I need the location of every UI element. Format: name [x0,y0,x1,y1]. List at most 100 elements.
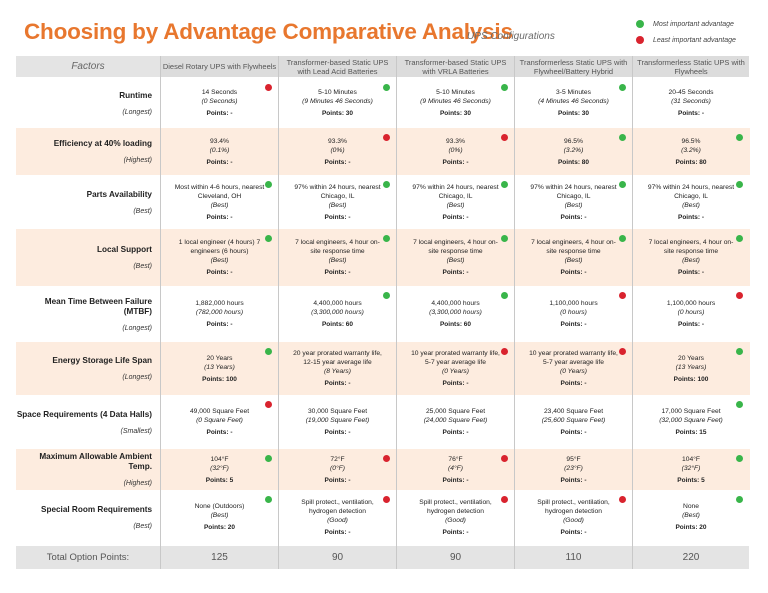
option-cell: 1,100,000 hours (0 hours) Points: - [633,286,749,342]
option-cell: Spill protect., ventilation, hydrogen de… [515,490,632,544]
factor-preference: (Longest) [122,324,152,332]
factor-cell: Parts Availability (Best) [16,175,152,229]
cell-value: 1,100,000 hours [666,300,716,307]
option-cell: 7 local engineers, 4 hour on-site respon… [397,229,514,286]
cell-advantage: (Best) [564,201,583,209]
cell-value: 95°F [566,455,581,463]
green-dot-icon [383,84,390,91]
cell-advantage: (0°F) [330,464,345,472]
cell-value: 93.4% [210,137,229,145]
red-dot-icon [636,36,644,44]
cell-value: 93.3% [446,137,465,145]
total-option-4: 110 [515,546,632,569]
total-option-3: 90 [397,546,514,569]
red-dot-icon [265,401,272,408]
cell-advantage: (3,300,000 hours) [429,309,482,316]
cell-points: Points: - [324,528,351,536]
table-row: Energy Storage Life Span (Longest) 20 Year… [16,342,750,395]
cell-advantage: (4 Minutes 46 Seconds) [538,98,609,105]
cell-points: Points: - [324,476,351,484]
cell-value: 1,882,000 hours [195,300,244,307]
cell-value: 7 local engineers, 4 hour on-site respon… [648,239,734,255]
option-cell: 17,000 Square Feet (32,000 Square Feet) Po… [633,395,749,449]
option-cell: 25,000 Square Feet (24,000 Square Feet) Po… [397,395,514,449]
option-cell: None (Outdoors) (Best) Points: 20 [161,490,278,544]
option-header-5: Transformerless Static UPS with Flywheel… [633,56,749,77]
column-divider [278,56,279,569]
cell-value: 30,000 Square Feet [307,408,368,415]
green-dot-icon [736,348,743,355]
cell-value: 97% within 24 hours, nearest Chicago, IL [412,183,499,200]
cell-advantage: (0%) [330,146,345,154]
cell-value: 7 local engineers, 4 hour on-site respon… [413,239,498,255]
green-dot-icon [265,496,272,503]
red-dot-icon [736,292,743,299]
cell-advantage: (9 Minutes 46 Seconds) [420,98,491,105]
legend-most-label: Most important advantage [653,20,734,28]
cell-points: Points: - [678,269,704,276]
option-cell: 95°F (23°F) Points: - [515,449,632,490]
cell-points: Points: 5 [677,476,705,484]
option-header-4: Transformerless Static UPS with Flywheel… [515,56,632,77]
option-cell: 7 local engineers, 4 hour on-site respon… [279,229,396,286]
green-dot-icon [501,181,508,188]
cell-points: Points: 100 [202,375,237,383]
page-title: Choosing by Advantage Comparative Analys… [24,19,513,44]
cell-value: 14 Seconds [201,89,238,96]
option-cell: 97% within 24 hours, nearest Chicago, IL… [515,175,632,229]
factor-preference: (Best) [133,207,152,215]
cell-value: 7 local engineers, 4 hour on-site respon… [531,239,616,255]
cell-value: 1 local engineer (4 hours) 7 engineers (… [178,239,261,255]
cell-points: Points: 20 [203,524,236,531]
factor-preference: (Longest) [122,374,152,381]
cell-points: Points: 5 [205,476,234,484]
column-divider [396,56,397,569]
cell-value: 49,000 Square Feet [189,408,250,415]
cell-value: Spill protect., ventilation, hydrogen de… [301,498,374,515]
factors-header: Factors [16,56,160,77]
option-cell: 10 year prorated warranty life, 5-7 year… [397,342,514,395]
option-header-3: Transformer-based Static UPS with VRLA B… [397,56,514,77]
factor-preference: (Longest) [122,108,152,116]
factor-cell: Efficiency at 40% loading (Highest) [16,128,152,175]
cell-points: Points: - [442,158,469,166]
cell-points: Points: - [560,269,587,276]
cell-advantage: (Best) [328,201,347,209]
option-cell: 30,000 Square Feet (19,000 Square Feet) Po… [279,395,396,449]
cell-points: Points: - [442,213,469,221]
green-dot-icon [619,235,626,242]
option-cell: Most within 4-6 hours, nearest Cleveland… [161,175,278,229]
cell-points: Points: - [206,321,233,328]
legend-least-label: Least important advantage [653,36,736,44]
cell-points: Points: 60 [439,321,472,328]
cell-value: 20-45 Seconds [668,89,714,96]
option-cell: 96.5% (3.2%) Points: 80 [633,128,749,175]
factor-preference: (Highest) [123,480,152,487]
option-cell: 4,400,000 hours (3,300,000 hours) Points: … [279,286,396,342]
option-cell: 1,882,000 hours (782,000 hours) Points: - [161,286,278,342]
cell-value: 3-5 Minutes [556,89,591,96]
cell-points: Points: - [206,213,233,221]
cell-advantage: (Best) [682,201,700,209]
cell-advantage: (Best) [682,257,700,264]
table-row: Space Requirements (4 Data Halls) (Smalle… [16,395,750,449]
cell-value: 23,400 Square Feet [543,408,604,415]
factor-cell: Mean Time Between Failure (MTBF) (Longest… [16,286,152,342]
cell-advantage: (Good) [563,516,584,524]
cell-points: Points: - [678,213,704,221]
option-header-1: Diesel Rotary UPS with Flywheels [161,56,278,77]
factor-name: Special Room Requirements [40,504,152,514]
cell-value: 72°F [330,455,345,463]
cell-advantage: (32°F) [681,464,701,472]
factor-cell: Space Requirements (4 Data Halls) (Smalle… [16,395,152,449]
factor-preference: (Best) [133,522,152,530]
red-dot-icon [383,134,390,141]
cell-points: Points: - [206,269,233,276]
cell-points: Points: - [442,476,469,484]
option-cell: Spill protect., ventilation, hydrogen de… [279,490,396,544]
cell-advantage: (8 Years) [323,368,351,375]
cell-value: 10 year prorated warranty life, 5-7 year… [411,350,500,366]
cell-value: Spill protect., ventilation, hydrogen de… [419,498,492,515]
cell-value: 96.5% [681,137,701,145]
cell-points: Points: 100 [673,375,709,383]
